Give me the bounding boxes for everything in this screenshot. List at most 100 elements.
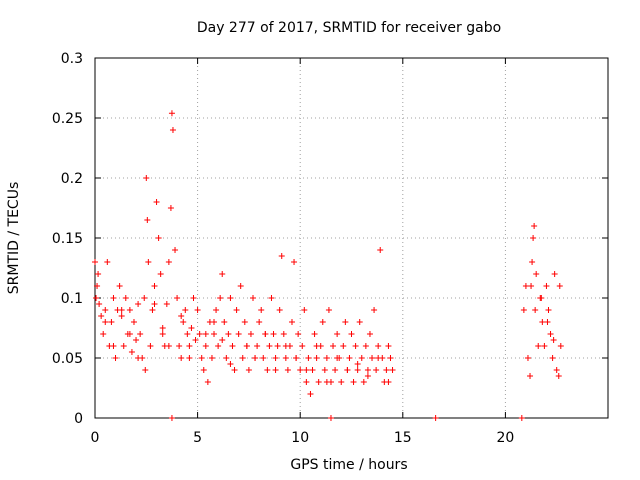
data-point	[143, 175, 150, 181]
data-point	[332, 367, 339, 373]
data-point	[196, 331, 203, 337]
data-point	[102, 307, 109, 313]
data-point	[538, 295, 545, 301]
data-point	[227, 361, 234, 367]
data-point	[529, 259, 536, 265]
data-point	[366, 331, 373, 337]
data-point	[198, 355, 205, 361]
data-point	[274, 343, 281, 349]
data-point	[165, 259, 172, 265]
data-point	[135, 301, 142, 307]
data-point	[165, 343, 172, 349]
data-point	[219, 271, 226, 277]
x-axis-label: GPS time / hours	[290, 457, 407, 473]
data-point	[385, 379, 392, 385]
data-point	[555, 373, 562, 379]
data-point	[527, 373, 534, 379]
data-point	[176, 343, 183, 349]
data-point	[270, 331, 277, 337]
data-point	[225, 331, 232, 337]
data-point	[387, 355, 394, 361]
data-point	[549, 355, 556, 361]
x-tick-label: 0	[91, 430, 100, 446]
data-point	[295, 331, 302, 337]
data-point	[149, 307, 156, 313]
data-point	[348, 331, 355, 337]
data-point	[323, 379, 330, 385]
data-point	[178, 355, 185, 361]
data-point	[155, 235, 162, 241]
data-point	[354, 367, 361, 373]
data-point	[383, 367, 390, 373]
y-tick-labels: 0 0.05 0.1 0.15 0.2 0.25 0.3	[52, 51, 83, 427]
data-point	[303, 379, 310, 385]
data-point	[96, 301, 103, 307]
data-point	[163, 301, 170, 307]
data-point	[233, 307, 240, 313]
data-point	[204, 379, 211, 385]
data-point	[531, 223, 538, 229]
data-point	[219, 337, 226, 343]
data-point	[180, 319, 187, 325]
data-point	[327, 415, 334, 421]
data-point	[151, 301, 158, 307]
data-point	[110, 295, 117, 301]
data-point	[231, 367, 238, 373]
data-point	[539, 319, 546, 325]
x-tick-label: 20	[496, 430, 514, 446]
data-point	[334, 331, 341, 337]
data-point	[297, 367, 304, 373]
data-point	[375, 343, 382, 349]
data-point	[385, 343, 392, 349]
data-point	[221, 319, 228, 325]
data-point	[202, 331, 209, 337]
data-point	[543, 283, 550, 289]
data-point	[241, 319, 248, 325]
x-tick-label: 15	[394, 430, 412, 446]
data-point	[145, 259, 152, 265]
data-point	[524, 355, 531, 361]
data-point	[102, 319, 109, 325]
data-point	[200, 367, 207, 373]
data-point	[315, 379, 322, 385]
data-point	[535, 343, 542, 349]
y-tick-label: 0.15	[52, 231, 83, 247]
data-point	[272, 367, 279, 373]
data-point	[373, 367, 380, 373]
data-point	[178, 313, 185, 319]
data-point	[282, 343, 289, 349]
data-point	[211, 331, 218, 337]
data-point	[362, 343, 369, 349]
data-point	[188, 325, 195, 331]
y-tick-label: 0.1	[61, 291, 83, 307]
data-point	[533, 271, 540, 277]
data-point	[364, 367, 371, 373]
data-point	[104, 259, 111, 265]
data-point	[184, 331, 191, 337]
data-point	[311, 331, 318, 337]
data-point	[556, 283, 563, 289]
data-point	[291, 259, 298, 265]
y-tick-label: 0.3	[61, 51, 83, 67]
data-point	[268, 295, 275, 301]
data-point	[284, 367, 291, 373]
data-point	[309, 367, 316, 373]
data-point	[137, 331, 144, 337]
data-point	[288, 319, 295, 325]
data-point	[557, 343, 564, 349]
data-point	[147, 343, 154, 349]
x-tick-labels: 0 5 10 15 20	[91, 430, 515, 446]
data-point	[122, 295, 129, 301]
data-point	[389, 367, 396, 373]
data-point	[252, 355, 259, 361]
data-point	[301, 307, 308, 313]
data-point	[254, 343, 261, 349]
data-point	[551, 271, 558, 277]
data-point	[92, 259, 98, 265]
data-point	[229, 343, 236, 349]
data-point	[250, 295, 257, 301]
data-point	[299, 343, 306, 349]
data-point	[340, 343, 347, 349]
data-point	[369, 355, 376, 361]
